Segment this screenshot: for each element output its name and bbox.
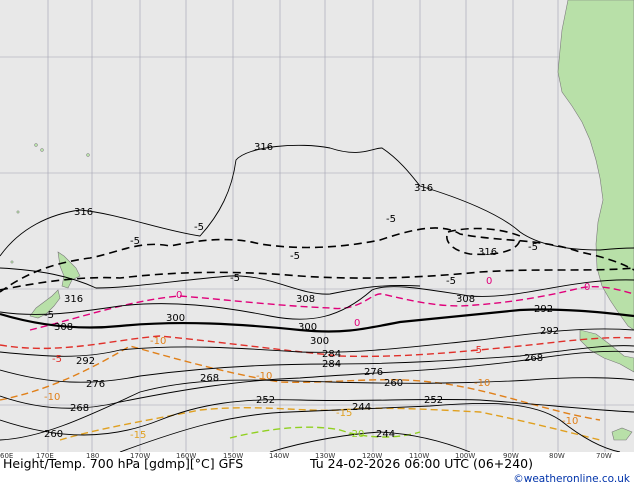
new-zealand-north-island	[57, 251, 81, 289]
map-title: Height/Temp. 700 hPa [gdmp][°C] GFS	[3, 456, 244, 471]
height-label: 284	[322, 359, 341, 370]
height-contour-284	[0, 345, 634, 383]
temp-label: -10	[44, 392, 60, 403]
lon-label: 110W	[409, 452, 430, 460]
temp-label: 0	[176, 290, 182, 301]
small-islands	[10, 143, 90, 264]
temp-contour-minus20	[229, 426, 421, 439]
height-label: 252	[424, 395, 443, 406]
temp-label-group: -5 -5 -5 -5 -5 -5 -5 -5 0 0 0 0 -5 -10 -…	[44, 214, 590, 441]
temp-contour-minus10	[0, 345, 601, 421]
height-label: 268	[70, 403, 89, 414]
height-label: 300	[298, 322, 317, 333]
height-contour-260	[0, 398, 634, 436]
height-label: 244	[376, 429, 395, 440]
map-footer: Height/Temp. 700 hPa [gdmp][°C] GFS Tu 2…	[0, 452, 634, 490]
height-label: 316	[414, 183, 433, 194]
temp-label: 0	[354, 318, 360, 329]
temp-label: -5	[44, 310, 54, 321]
height-label: 252	[256, 395, 275, 406]
height-label: 316	[64, 294, 83, 305]
lon-label: 160W	[176, 452, 197, 460]
height-label: 316	[74, 207, 93, 218]
temp-label: -15	[130, 430, 146, 441]
temp-label: -5	[194, 222, 204, 233]
lon-label: 120W	[362, 452, 383, 460]
height-label: 300	[310, 336, 329, 347]
height-label: 260	[44, 429, 63, 440]
temp-label: -15	[336, 408, 352, 419]
lon-label: 100W	[455, 452, 476, 460]
lon-label: 180	[86, 452, 100, 460]
height-label: 292	[540, 326, 559, 337]
temp-label: -5	[230, 273, 240, 284]
credit-link[interactable]: ©weatheronline.co.uk	[513, 473, 630, 485]
temp-label: -10	[562, 416, 578, 427]
height-label: 276	[364, 367, 383, 378]
temp-label: -5	[386, 214, 396, 225]
temp-label: -10	[150, 336, 166, 347]
height-label: 308	[54, 322, 73, 333]
height-label: 316	[478, 247, 497, 258]
height-contour-252	[119, 402, 621, 453]
lon-label: 150W	[223, 452, 244, 460]
height-label: 268	[200, 373, 219, 384]
valid-time: Tu 24-02-2026 06:00 UTC (06+240)	[310, 456, 533, 471]
falkland-land	[611, 427, 633, 441]
height-contour-276	[0, 350, 634, 409]
south-america-land	[557, 0, 634, 331]
lon-label: 130W	[315, 452, 336, 460]
temp-label: 0	[584, 282, 590, 293]
height-contour-308	[0, 279, 634, 320]
lon-label: 60E	[0, 452, 14, 460]
height-label: 268	[524, 353, 543, 364]
lon-label: 170W	[130, 452, 151, 460]
temp-label: -5	[528, 242, 538, 253]
lon-label: 70W	[596, 452, 612, 460]
lon-label: 90W	[503, 452, 519, 460]
lon-label: 80W	[549, 452, 565, 460]
temp-label: -5	[52, 354, 62, 365]
temp-label: -10	[474, 378, 490, 389]
height-contour-300	[0, 308, 634, 333]
temp-label: -5	[472, 345, 482, 356]
height-label: 300	[166, 313, 185, 324]
temp-label: -10	[256, 371, 272, 382]
height-contour-316-inner	[0, 267, 421, 295]
height-label: 308	[456, 294, 475, 305]
height-contour-316-outer	[0, 144, 634, 257]
height-contours	[0, 144, 634, 453]
height-label: 260	[384, 378, 403, 389]
temp-label: -5	[290, 251, 300, 262]
temp-contour-minus5	[0, 335, 634, 358]
lon-label: 140W	[269, 452, 290, 460]
height-label: 276	[86, 379, 105, 390]
temp-label: -5	[130, 236, 140, 247]
temp-label: -20	[348, 429, 364, 440]
new-zealand-south-island	[29, 289, 61, 319]
height-contour-244	[269, 431, 471, 453]
temperature-contours	[0, 285, 634, 441]
height-label: 292	[534, 304, 553, 315]
height-label: 292	[76, 356, 95, 367]
temp-contour-0	[29, 285, 634, 331]
temp-label: 0	[486, 276, 492, 287]
lon-label: 170E	[36, 452, 54, 460]
height-label: 316	[254, 142, 273, 153]
height-label: 308	[296, 294, 315, 305]
height-label: 244	[352, 402, 371, 413]
height-contour-268	[0, 377, 634, 441]
height-label-group: 316 316 316 316 316 308 308 308 300 300 …	[44, 142, 559, 440]
height-contour-292	[0, 328, 634, 357]
height-label: 284	[322, 349, 341, 360]
temp-label: -5	[446, 276, 456, 287]
